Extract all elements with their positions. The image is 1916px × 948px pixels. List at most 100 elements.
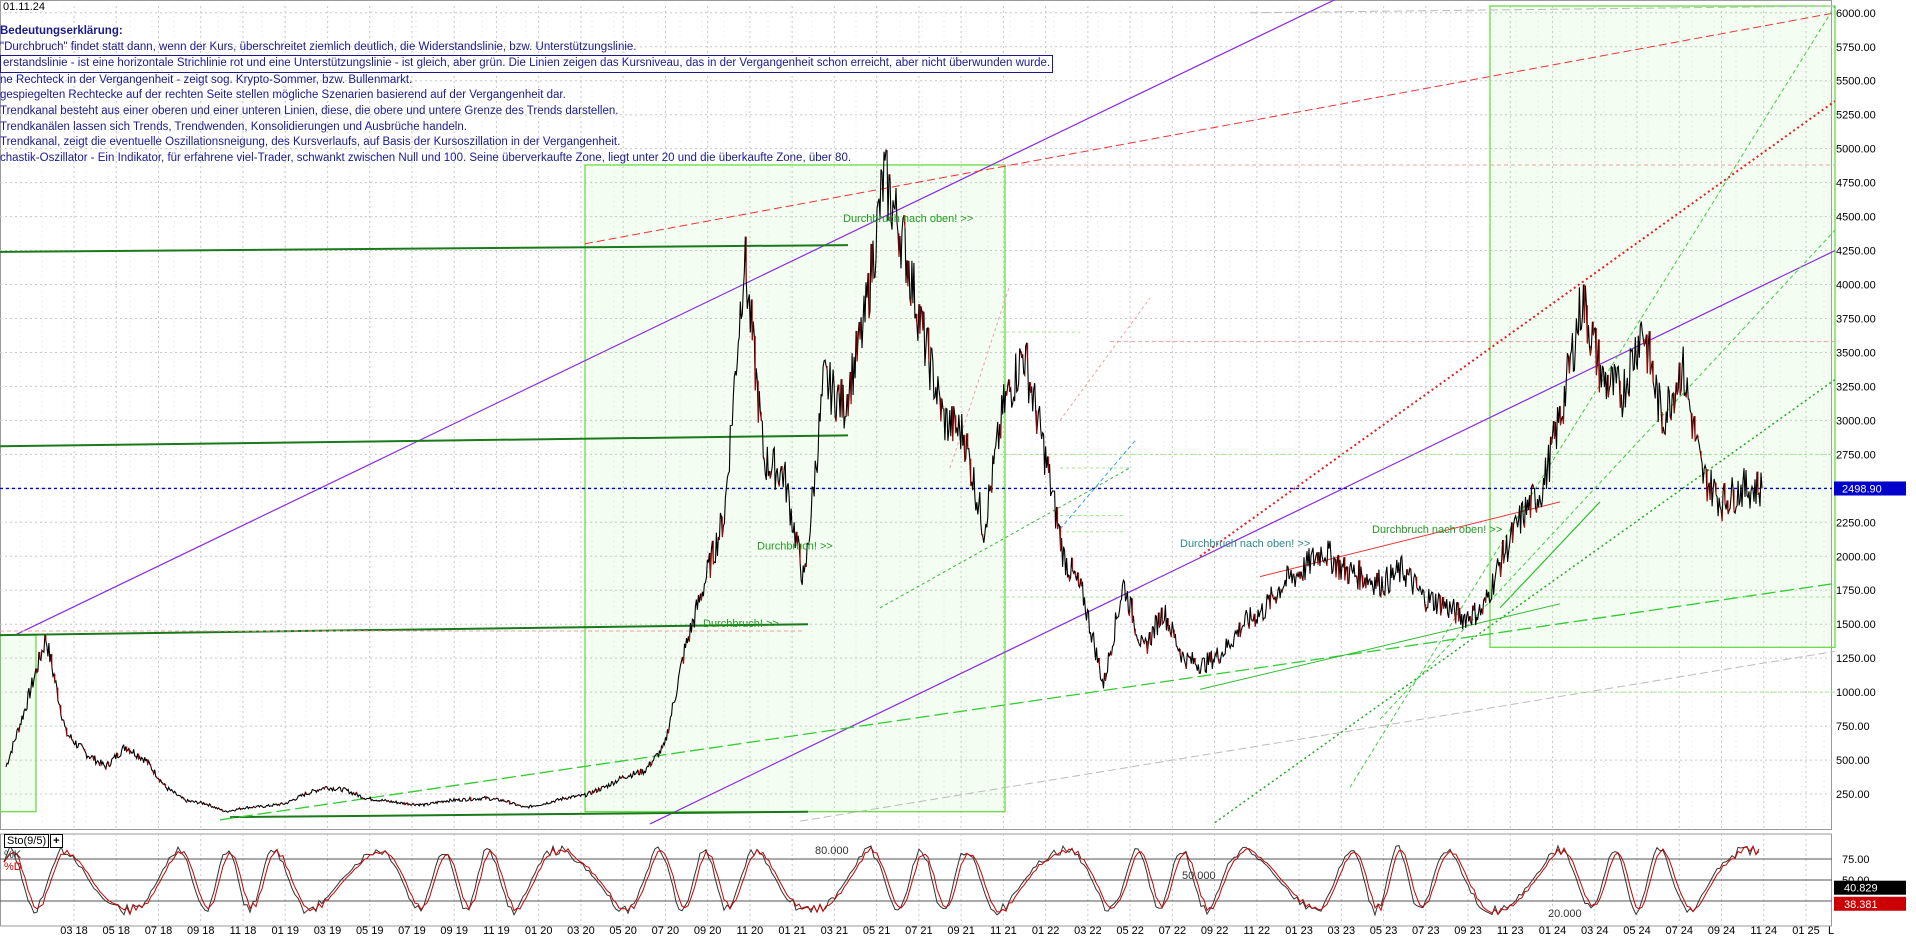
oscillator-level-label: 20.000 bbox=[1548, 908, 1582, 920]
x-tick-label: 07 21 bbox=[905, 925, 933, 937]
y-tick-label: 4500.00 bbox=[1836, 212, 1876, 224]
x-tick-label: 11 20 bbox=[737, 925, 764, 937]
support-line bbox=[1059, 440, 1136, 530]
x-tick-label: 11 24 bbox=[1750, 925, 1777, 937]
oscillator-legend: Sto(9/5) + %K %D bbox=[4, 834, 63, 873]
x-tick-label: 03 19 bbox=[314, 925, 342, 937]
legend-line: chastik-Oszillator - Ein Indikator, für … bbox=[0, 151, 852, 164]
x-tick-label: 01 19 bbox=[271, 925, 299, 937]
x-tick-label: 03 23 bbox=[1328, 925, 1356, 937]
x-tick-label: 11 18 bbox=[230, 925, 257, 937]
grey-line bbox=[799, 650, 1836, 822]
resistance-line bbox=[1059, 297, 1151, 421]
price-line bbox=[5, 149, 1763, 813]
grey-line bbox=[1249, 5, 1836, 14]
y-tick-label: 3000.00 bbox=[1836, 415, 1876, 427]
x-tick-label: 09 21 bbox=[947, 925, 975, 937]
x-tick-label: 09 22 bbox=[1201, 925, 1229, 937]
y-tick-label: 6000.00 bbox=[1836, 8, 1876, 20]
x-tick-label: 03 21 bbox=[821, 925, 849, 937]
d-value-label: 38.381 bbox=[1844, 899, 1878, 911]
x-tick-label: 03 18 bbox=[60, 925, 88, 937]
x-tick-label: 05 18 bbox=[102, 925, 130, 937]
x-tick-label: 09 23 bbox=[1454, 925, 1482, 937]
y-tick-label: 2750.00 bbox=[1836, 449, 1876, 461]
x-tick-label: 07 22 bbox=[1159, 925, 1187, 937]
add-indicator-button[interactable]: + bbox=[50, 834, 63, 848]
x-tick-label: 11 22 bbox=[1243, 925, 1270, 937]
y-tick-label: 500.00 bbox=[1836, 755, 1870, 767]
y-tick-label: 5750.00 bbox=[1836, 42, 1876, 54]
legend-line: "Durchbruch" findet statt dann, wenn der… bbox=[0, 40, 637, 53]
x-axis: 03 18 05 18 07 18 09 18 11 18 01 19 03 19 05 19… bbox=[60, 925, 1834, 937]
x-tick-label: 07 20 bbox=[652, 925, 680, 937]
y-tick-label: 1500.00 bbox=[1836, 619, 1876, 631]
legend-line: erstandslinie - ist eine horizontale Str… bbox=[0, 55, 1054, 73]
d-series-label: %D bbox=[4, 861, 22, 873]
x-tick-label: 05 21 bbox=[863, 925, 891, 937]
breakout-annotation: Durchbruch nach oben! >> bbox=[843, 213, 973, 225]
y-tick-label: 1250.00 bbox=[1836, 653, 1876, 665]
y-tick-label: 5250.00 bbox=[1836, 110, 1876, 122]
oscillator-level-label: 50.000 bbox=[1182, 870, 1216, 882]
x-tick-label: 09 19 bbox=[440, 925, 468, 937]
x-tick-label: 01 20 bbox=[525, 925, 553, 937]
y-tick-label: 2000.00 bbox=[1836, 551, 1876, 563]
x-tick-label: 03 22 bbox=[1074, 925, 1102, 937]
breakout-annotation: Durchbruch! >> bbox=[757, 540, 833, 552]
k-line bbox=[3, 844, 1760, 917]
y-tick-label: 2250.00 bbox=[1836, 517, 1876, 529]
y-tick-label: 4250.00 bbox=[1836, 246, 1876, 258]
oscillator-tick-label: 75.00 bbox=[1842, 854, 1870, 866]
current-price-value: 2498.90 bbox=[1842, 483, 1882, 495]
y-tick-label: 4000.00 bbox=[1836, 280, 1876, 292]
x-tick-label: 01 22 bbox=[1032, 925, 1060, 937]
oscillator-name[interactable]: Sto(9/5) bbox=[4, 834, 50, 848]
x-tick-label: 05 24 bbox=[1623, 925, 1651, 937]
d-line bbox=[3, 845, 1760, 916]
x-tick-label: 09 24 bbox=[1708, 925, 1736, 937]
resistance-line bbox=[1199, 100, 1836, 558]
legend-line: gespiegelten Rechtecke auf der rechten S… bbox=[0, 89, 566, 102]
support-trend-line bbox=[1499, 501, 1601, 609]
x-tick-label: 05 23 bbox=[1370, 925, 1398, 937]
breakout-annotation: Durchbruch nach oben! >> bbox=[1372, 524, 1502, 536]
x-tick-label: 01 25 bbox=[1792, 925, 1820, 937]
k-value-label: 40.829 bbox=[1844, 883, 1878, 895]
support-trend-line bbox=[1379, 229, 1836, 720]
price-series bbox=[5, 149, 1763, 813]
k-series-label: %K bbox=[4, 849, 22, 861]
y-tick-label: 3250.00 bbox=[1836, 381, 1876, 393]
x-tick-label: 01 21 bbox=[778, 925, 806, 937]
support-line bbox=[0, 623, 809, 637]
legend-line: Trendkanal, zeigt die eventuelle Oszilla… bbox=[0, 136, 621, 149]
bull-rectangle bbox=[1489, 5, 1836, 648]
support-trend-line bbox=[219, 582, 1836, 821]
x-tick-label: 01 24 bbox=[1539, 925, 1567, 937]
x-tick-label: 05 19 bbox=[356, 925, 384, 937]
x-tick-label: 01 23 bbox=[1285, 925, 1313, 937]
x-tick-label: 11 21 bbox=[990, 925, 1017, 937]
x-tick-label: 07 19 bbox=[398, 925, 426, 937]
y-tick-label: 5000.00 bbox=[1836, 144, 1876, 156]
x-tick-label: 11 19 bbox=[483, 925, 510, 937]
d-value-box bbox=[1834, 896, 1906, 911]
x-tick-label: 03 24 bbox=[1581, 925, 1609, 937]
x-axis-end-label: L bbox=[1828, 925, 1834, 937]
y-tick-label: 1000.00 bbox=[1836, 687, 1876, 699]
support-line bbox=[0, 434, 849, 448]
y-tick-label: 5500.00 bbox=[1836, 76, 1876, 88]
y-tick-label: 250.00 bbox=[1836, 789, 1870, 801]
annotations: Durchbruch nach oben! >> Durchbruch! >> Du… bbox=[703, 213, 1502, 630]
support-trend-line bbox=[1199, 603, 1561, 690]
bull-rectangle bbox=[0, 634, 37, 813]
y-tick-label: 3750.00 bbox=[1836, 313, 1876, 325]
y-tick-label: 4750.00 bbox=[1836, 178, 1876, 190]
x-tick-label: 09 18 bbox=[187, 925, 215, 937]
legend-title: Bedeutungserklärung: bbox=[0, 25, 123, 37]
x-tick-label: 07 23 bbox=[1412, 925, 1440, 937]
breakout-annotation: Durchbruch! >> bbox=[703, 618, 779, 630]
k-value-box bbox=[1834, 880, 1906, 895]
y-tick-label: 1750.00 bbox=[1836, 585, 1876, 597]
